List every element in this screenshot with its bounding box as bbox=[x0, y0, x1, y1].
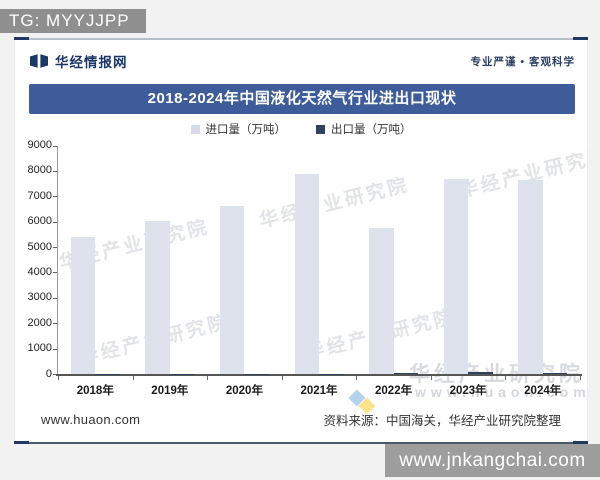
watermark-text: 华经产业研究院 bbox=[303, 306, 458, 365]
chart-legend: 进口量（万吨） 出口量（万吨） bbox=[15, 120, 587, 138]
card-corner-dash bbox=[573, 441, 588, 444]
legend-label-import: 进口量（万吨） bbox=[205, 124, 287, 136]
tg-badge-overlay: TG: MYYJJPP bbox=[0, 9, 146, 33]
infographic-card: 华经情报网 专业严谨 • 客观科学 2018-2024年中国液化天然气行业进出口… bbox=[14, 38, 588, 444]
jnkangchai-watermark-bar: www.jnkangchai.com bbox=[385, 444, 600, 477]
watermark-text: 华经产业研究院 bbox=[57, 216, 212, 275]
chart-title-banner: 2018-2024年中国液化天然气行业进出口现状 bbox=[29, 84, 575, 114]
footer-site-url: www.huaon.com bbox=[41, 412, 141, 427]
header: 华经情报网 专业严谨 • 客观科学 bbox=[29, 49, 575, 73]
card-corner-dash bbox=[14, 441, 29, 444]
watermark-text: 华经产业研究院 bbox=[257, 174, 412, 233]
legend-swatch-import bbox=[190, 124, 200, 134]
watermark-text: 华经产业研究院 bbox=[77, 311, 232, 370]
brand-name: 华经情报网 bbox=[55, 55, 128, 70]
header-tagline: 专业严谨 • 客观科学 bbox=[470, 55, 575, 68]
legend-item-export: 出口量（万吨） bbox=[316, 121, 412, 137]
legend-label-export: 出口量（万吨） bbox=[331, 124, 412, 136]
brand: 华经情报网 bbox=[29, 51, 128, 71]
watermark-text: 华经产业研究院 bbox=[457, 144, 588, 203]
footer-data-source: 资料来源：中国海关，华经产业研究院整理 bbox=[323, 414, 561, 428]
brand-logo-icon bbox=[29, 54, 49, 68]
card-corner-dash bbox=[14, 37, 29, 40]
watermark-text: 华经产业研究院 bbox=[409, 363, 584, 386]
legend-swatch-export bbox=[316, 124, 325, 134]
card-corner-dash bbox=[573, 37, 588, 40]
footer: www.huaon.com 资料来源：中国海关，华经产业研究院整理 bbox=[41, 410, 561, 429]
watermark-url: www.huaon.com bbox=[415, 384, 588, 400]
legend-item-import: 进口量（万吨） bbox=[190, 121, 287, 137]
